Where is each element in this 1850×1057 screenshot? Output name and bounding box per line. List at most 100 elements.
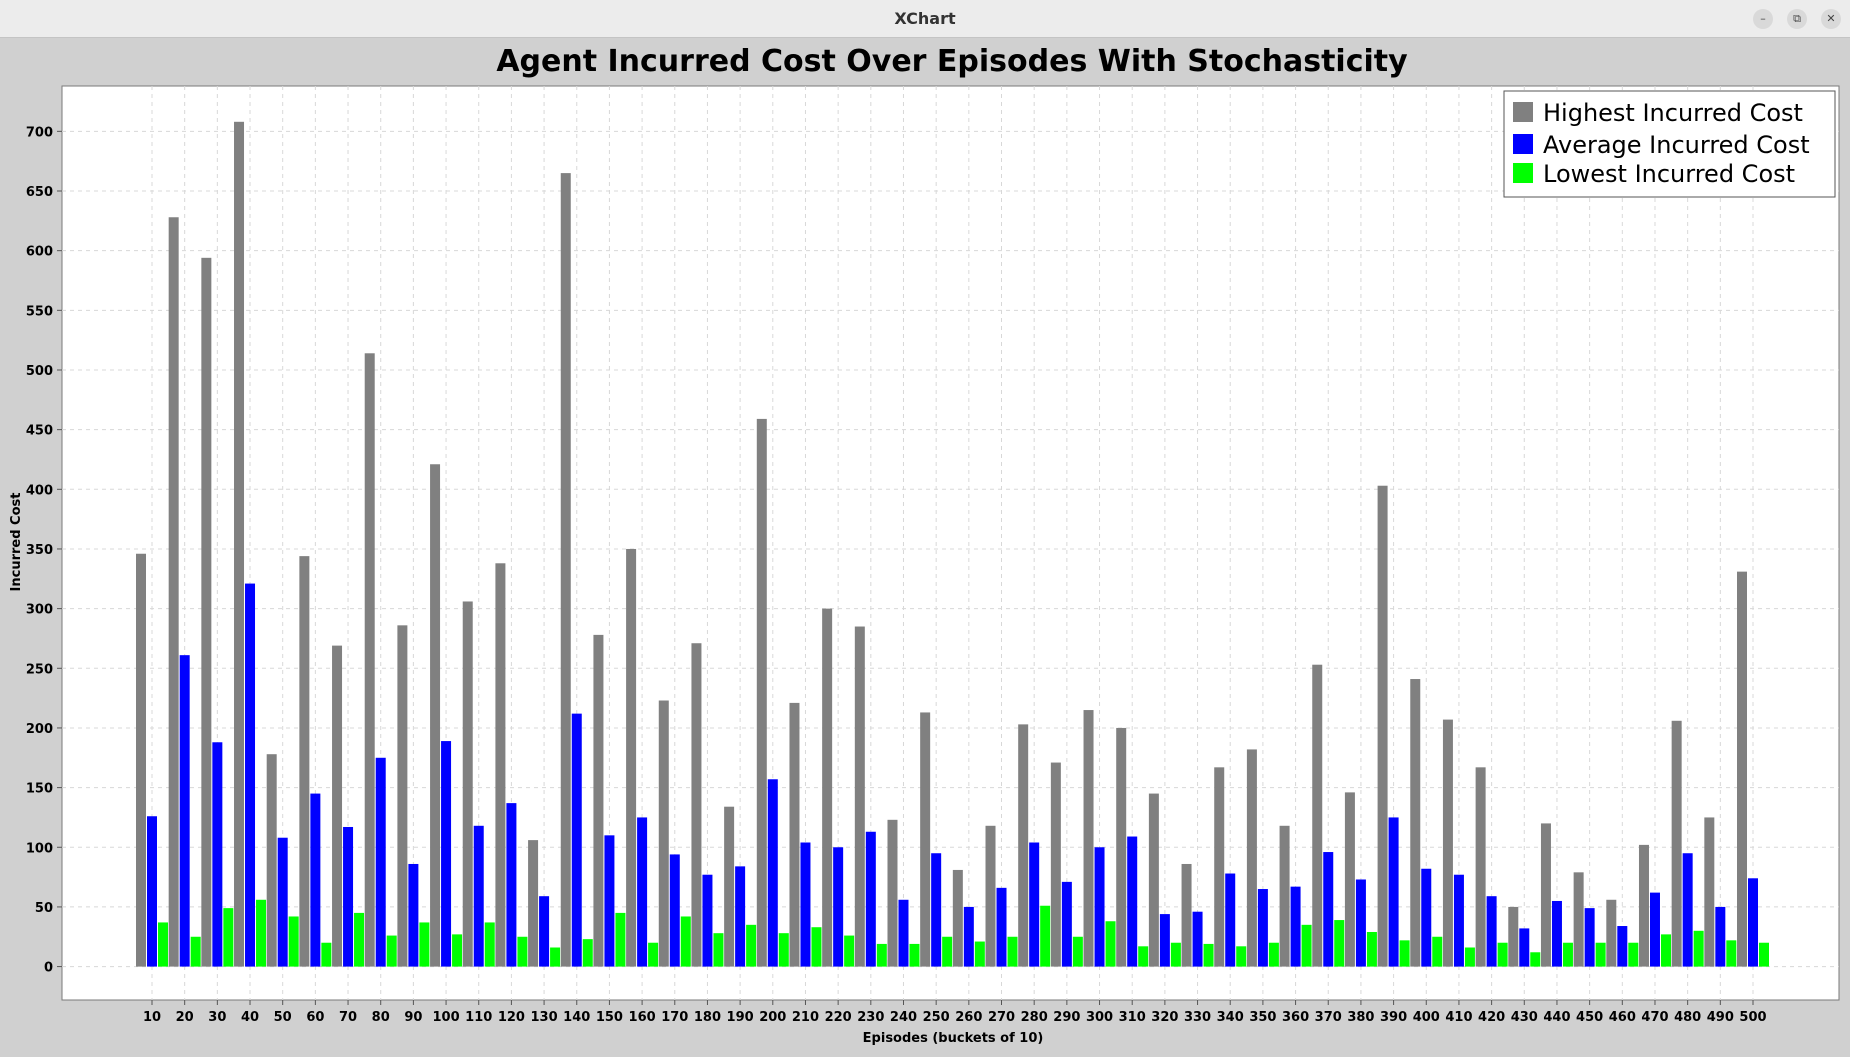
minimize-icon[interactable]: –	[1753, 9, 1773, 29]
bar	[1638, 844, 1649, 967]
x-tick-label: 220	[825, 1010, 852, 1025]
bar	[1061, 881, 1072, 967]
bar	[604, 835, 615, 967]
bar	[996, 887, 1007, 967]
x-tick-label: 20	[176, 1010, 194, 1025]
bar	[854, 626, 865, 967]
bar	[1682, 853, 1693, 967]
x-tick-label: 160	[629, 1010, 656, 1025]
bar	[375, 757, 386, 967]
bar	[1094, 847, 1105, 967]
x-tick-label: 210	[792, 1010, 819, 1025]
bar	[811, 927, 822, 967]
bar	[354, 912, 365, 967]
bar	[441, 741, 452, 967]
x-tick-label: 480	[1674, 1010, 1701, 1025]
x-tick-label: 180	[694, 1010, 721, 1025]
bar	[1312, 664, 1323, 967]
y-tick-label: 350	[26, 543, 53, 558]
x-tick-label: 50	[274, 1010, 292, 1025]
bar	[364, 353, 375, 967]
bar	[1279, 825, 1290, 967]
bar	[408, 863, 419, 967]
x-tick-label: 190	[727, 1010, 754, 1025]
bar	[1148, 793, 1159, 967]
legend-swatch	[1513, 163, 1533, 183]
y-tick-label: 150	[26, 782, 53, 797]
y-tick-label: 300	[26, 603, 53, 618]
bar	[789, 702, 800, 967]
bar	[865, 831, 876, 967]
y-tick-label: 200	[26, 722, 53, 737]
bar	[931, 853, 942, 967]
bar	[1562, 942, 1573, 967]
bar	[550, 947, 561, 967]
bar	[1290, 886, 1301, 967]
bar	[974, 941, 985, 967]
bar	[833, 847, 844, 967]
bar	[1508, 906, 1519, 967]
bar	[179, 655, 190, 967]
bar	[1159, 914, 1170, 967]
y-tick-label: 500	[26, 364, 53, 379]
bar	[615, 912, 626, 967]
bar	[1453, 874, 1464, 967]
bar	[1704, 817, 1715, 967]
y-tick-label: 550	[26, 304, 53, 319]
bar	[1083, 710, 1094, 967]
x-tick-label: 470	[1641, 1010, 1668, 1025]
bar	[1377, 485, 1388, 967]
bar	[256, 899, 267, 967]
bar	[484, 922, 495, 967]
x-axis-title: Episodes (buckets of 10)	[863, 1031, 1044, 1046]
bar	[473, 825, 484, 967]
y-tick-label: 600	[26, 245, 53, 260]
x-tick-label: 70	[339, 1010, 357, 1025]
legend-box	[1503, 90, 1836, 198]
x-tick-label: 390	[1380, 1010, 1407, 1025]
bar	[1268, 942, 1279, 967]
y-tick-label: 0	[44, 961, 53, 976]
bar	[702, 874, 713, 967]
bar	[332, 645, 343, 967]
x-tick-label: 410	[1445, 1010, 1472, 1025]
bar	[1715, 906, 1726, 967]
y-axis-title: Incurred Cost	[9, 493, 24, 592]
x-tick-label: 10	[143, 1010, 161, 1025]
bar	[1018, 724, 1029, 967]
plot-area	[61, 85, 1840, 1001]
bar	[136, 553, 146, 967]
bar	[942, 936, 953, 967]
bar	[321, 942, 332, 967]
close-icon[interactable]: ✕	[1821, 9, 1841, 29]
bar	[898, 899, 909, 967]
bar	[1617, 926, 1628, 967]
bar	[582, 939, 593, 967]
bar	[452, 934, 463, 967]
bar	[168, 217, 179, 967]
bar	[963, 906, 974, 967]
x-tick-label: 490	[1707, 1010, 1734, 1025]
bar	[1628, 942, 1639, 967]
plot-layer: 0 50 100 150 200 250 300 350 400 450 500 550 600 650 7…	[26, 85, 1840, 1025]
bar	[560, 173, 571, 967]
bar	[1236, 946, 1247, 967]
bar	[1214, 767, 1225, 967]
x-tick-label: 110	[465, 1010, 492, 1025]
bar	[767, 779, 778, 967]
y-tick-label: 250	[26, 662, 53, 677]
legend-label: Lowest Incurred Cost	[1543, 160, 1795, 188]
bar	[1257, 889, 1268, 967]
x-tick-label: 450	[1576, 1010, 1603, 1025]
x-tick-label: 460	[1609, 1010, 1636, 1025]
restore-icon[interactable]: ⧉	[1787, 9, 1807, 29]
bar	[1334, 920, 1345, 967]
legend-swatch	[1513, 134, 1533, 154]
x-tick-label: 370	[1315, 1010, 1342, 1025]
bar	[1301, 924, 1312, 967]
bar	[1573, 872, 1584, 967]
x-tick-label: 360	[1282, 1010, 1309, 1025]
y-tick-label: 450	[26, 424, 53, 439]
x-tick-label: 500	[1739, 1010, 1766, 1025]
bar	[713, 933, 724, 967]
